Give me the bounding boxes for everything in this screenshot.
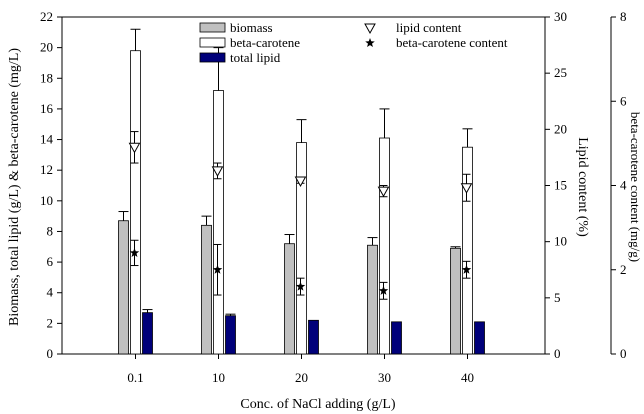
bar-beta-carotene: [379, 137, 390, 355]
x-tick-label: 20: [295, 370, 308, 385]
legend-marker-beta-carotene-content: [365, 38, 375, 48]
x-tick-label: 30: [378, 370, 391, 385]
y-right2-tick-label: 0: [620, 346, 627, 361]
y-right1-tick-label: 5: [554, 290, 561, 305]
bar-total-lipid: [142, 312, 153, 355]
y-right2-tick-label: 6: [620, 93, 627, 108]
y-right1-tick-label: 10: [554, 234, 567, 249]
x-tick-label: 10: [212, 370, 225, 385]
x-tick-label: 0.1: [127, 370, 143, 385]
bar-biomass: [367, 244, 378, 355]
bar-beta-carotene: [130, 50, 141, 355]
axis-labels-group: Conc. of NaCl adding (g/L) Biomass, tota…: [7, 48, 643, 412]
point-beta-carotene-content: [461, 264, 472, 274]
y-right2-tick-label: 8: [620, 9, 627, 24]
x-tick-label: 40: [461, 370, 474, 385]
y-left-tick-label: 18: [40, 70, 53, 85]
point-lipid-content: [460, 183, 473, 194]
y-left-tick-label: 16: [40, 101, 54, 116]
bar-beta-carotene: [296, 142, 307, 355]
bar-total-lipid: [308, 319, 319, 355]
y-right1-tick-label: 0: [554, 346, 561, 361]
y-left-tick-label: 12: [40, 162, 53, 177]
legend-label-total-lipid: total lipid: [230, 50, 281, 65]
x-axis-label: Conc. of NaCl adding (g/L): [240, 397, 395, 412]
y-left-tick-label: 8: [47, 223, 54, 238]
y-right1-tick-label: 30: [554, 9, 567, 24]
bar-beta-carotene: [462, 146, 473, 355]
legend-marker-lipid-content: [364, 23, 376, 35]
point-lipid-content: [377, 186, 390, 198]
y-left-tick-label: 0: [47, 346, 54, 361]
axes-group: 0 2 4 6 8 10 12 14 16 18 20 22 0 5 10 15 20 25 30 0 2 4 6 8 0.1 1…: [40, 9, 627, 385]
legend-swatch-total-lipid: [199, 52, 226, 63]
point-lipid-content: [128, 142, 141, 154]
y-right1-tick-label: 15: [554, 178, 567, 193]
y-left-tick-label: 4: [47, 285, 54, 300]
y-left-tick-label: 14: [40, 132, 54, 147]
bars-group: [118, 28, 485, 355]
y-left-tick-label: 10: [40, 193, 53, 208]
y-right2-tick-label: 4: [620, 178, 627, 193]
y-right1-tick-label: 20: [554, 121, 567, 136]
y-right1-tick-label: 25: [554, 65, 567, 80]
bar-biomass: [118, 220, 129, 355]
legend-swatch-biomass: [199, 22, 226, 33]
y-axis-right2-label: beta-carotene content (mg/g): [628, 112, 643, 262]
point-beta-carotene-content: [212, 264, 223, 274]
point-lipid-content: [211, 166, 224, 177]
bar-total-lipid: [225, 315, 236, 355]
y-axis-left-label: Biomass, total lipid (g/L) & beta-carote…: [7, 48, 22, 326]
bar-biomass: [201, 224, 212, 355]
bar-total-lipid: [474, 321, 485, 355]
points-group: [128, 131, 473, 300]
bar-total-lipid: [391, 321, 402, 355]
legend-swatch-beta-carotene: [199, 37, 226, 48]
y-left-tick-label: 22: [40, 9, 53, 24]
bar-beta-carotene: [213, 90, 224, 355]
legend-label-lipid-content: lipid content: [396, 20, 462, 35]
y-right2-tick-label: 2: [620, 262, 627, 277]
bar-biomass: [450, 247, 461, 355]
y-left-tick-label: 20: [40, 40, 53, 55]
point-beta-carotene-content: [129, 247, 140, 257]
legend-label-beta-carotene-content: beta-carotene content: [396, 35, 508, 50]
y-left-tick-label: 6: [47, 254, 54, 269]
y-left-tick-label: 2: [47, 315, 54, 330]
bar-biomass: [284, 243, 295, 355]
point-beta-carotene-content: [378, 285, 389, 295]
y-axis-right1-label: Lipid content (%): [575, 137, 590, 237]
point-beta-carotene-content: [295, 281, 306, 291]
legend-label-biomass: biomass: [230, 20, 273, 35]
legend-label-beta-carotene: beta-carotene: [230, 35, 300, 50]
point-lipid-content: [294, 176, 307, 188]
